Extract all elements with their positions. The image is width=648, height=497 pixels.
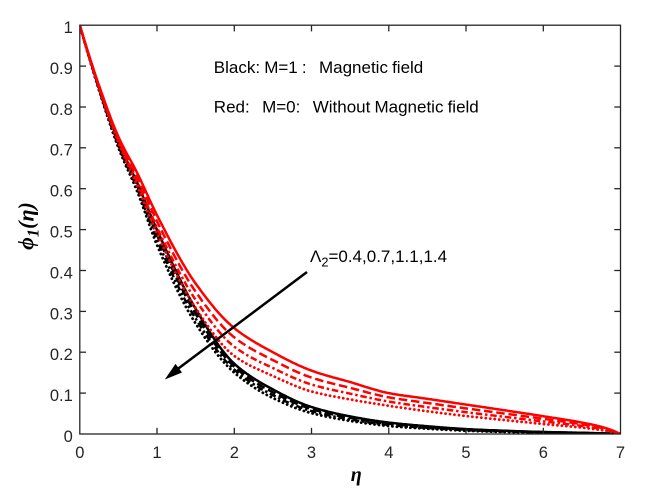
svg-text:0: 0 bbox=[64, 428, 73, 446]
svg-text:7: 7 bbox=[616, 444, 625, 462]
svg-text:3: 3 bbox=[307, 444, 316, 462]
svg-text:Λ2=0.4,0.7,1.1,1.4: Λ2=0.4,0.7,1.1,1.4 bbox=[310, 247, 447, 269]
svg-text:0.4: 0.4 bbox=[50, 264, 73, 282]
svg-text:1: 1 bbox=[64, 19, 73, 37]
svg-text:5: 5 bbox=[461, 444, 470, 462]
svg-text:2: 2 bbox=[230, 444, 239, 462]
svg-text:η: η bbox=[351, 464, 362, 486]
svg-text:0.8: 0.8 bbox=[50, 101, 73, 119]
svg-text:Black: M=1 : Magnetic field: Black: M=1 : Magnetic field bbox=[214, 58, 423, 77]
svg-text:0.2: 0.2 bbox=[50, 346, 73, 364]
svg-text:0.9: 0.9 bbox=[50, 60, 73, 78]
svg-text:4: 4 bbox=[384, 444, 393, 462]
svg-text:Red: M=0: Without Magnetic: Red: M=0: Without Magnetic field bbox=[214, 98, 479, 117]
svg-text:6: 6 bbox=[539, 444, 548, 462]
svg-text:0: 0 bbox=[75, 444, 84, 462]
svg-text:0.5: 0.5 bbox=[50, 224, 73, 242]
svg-text:0.7: 0.7 bbox=[50, 142, 73, 160]
svg-text:1: 1 bbox=[152, 444, 161, 462]
svg-text:0.6: 0.6 bbox=[50, 183, 73, 201]
svg-text:0.1: 0.1 bbox=[50, 387, 73, 405]
svg-text:0.3: 0.3 bbox=[50, 305, 73, 323]
svg-text:ϕ1(η): ϕ1(η) bbox=[14, 202, 43, 250]
